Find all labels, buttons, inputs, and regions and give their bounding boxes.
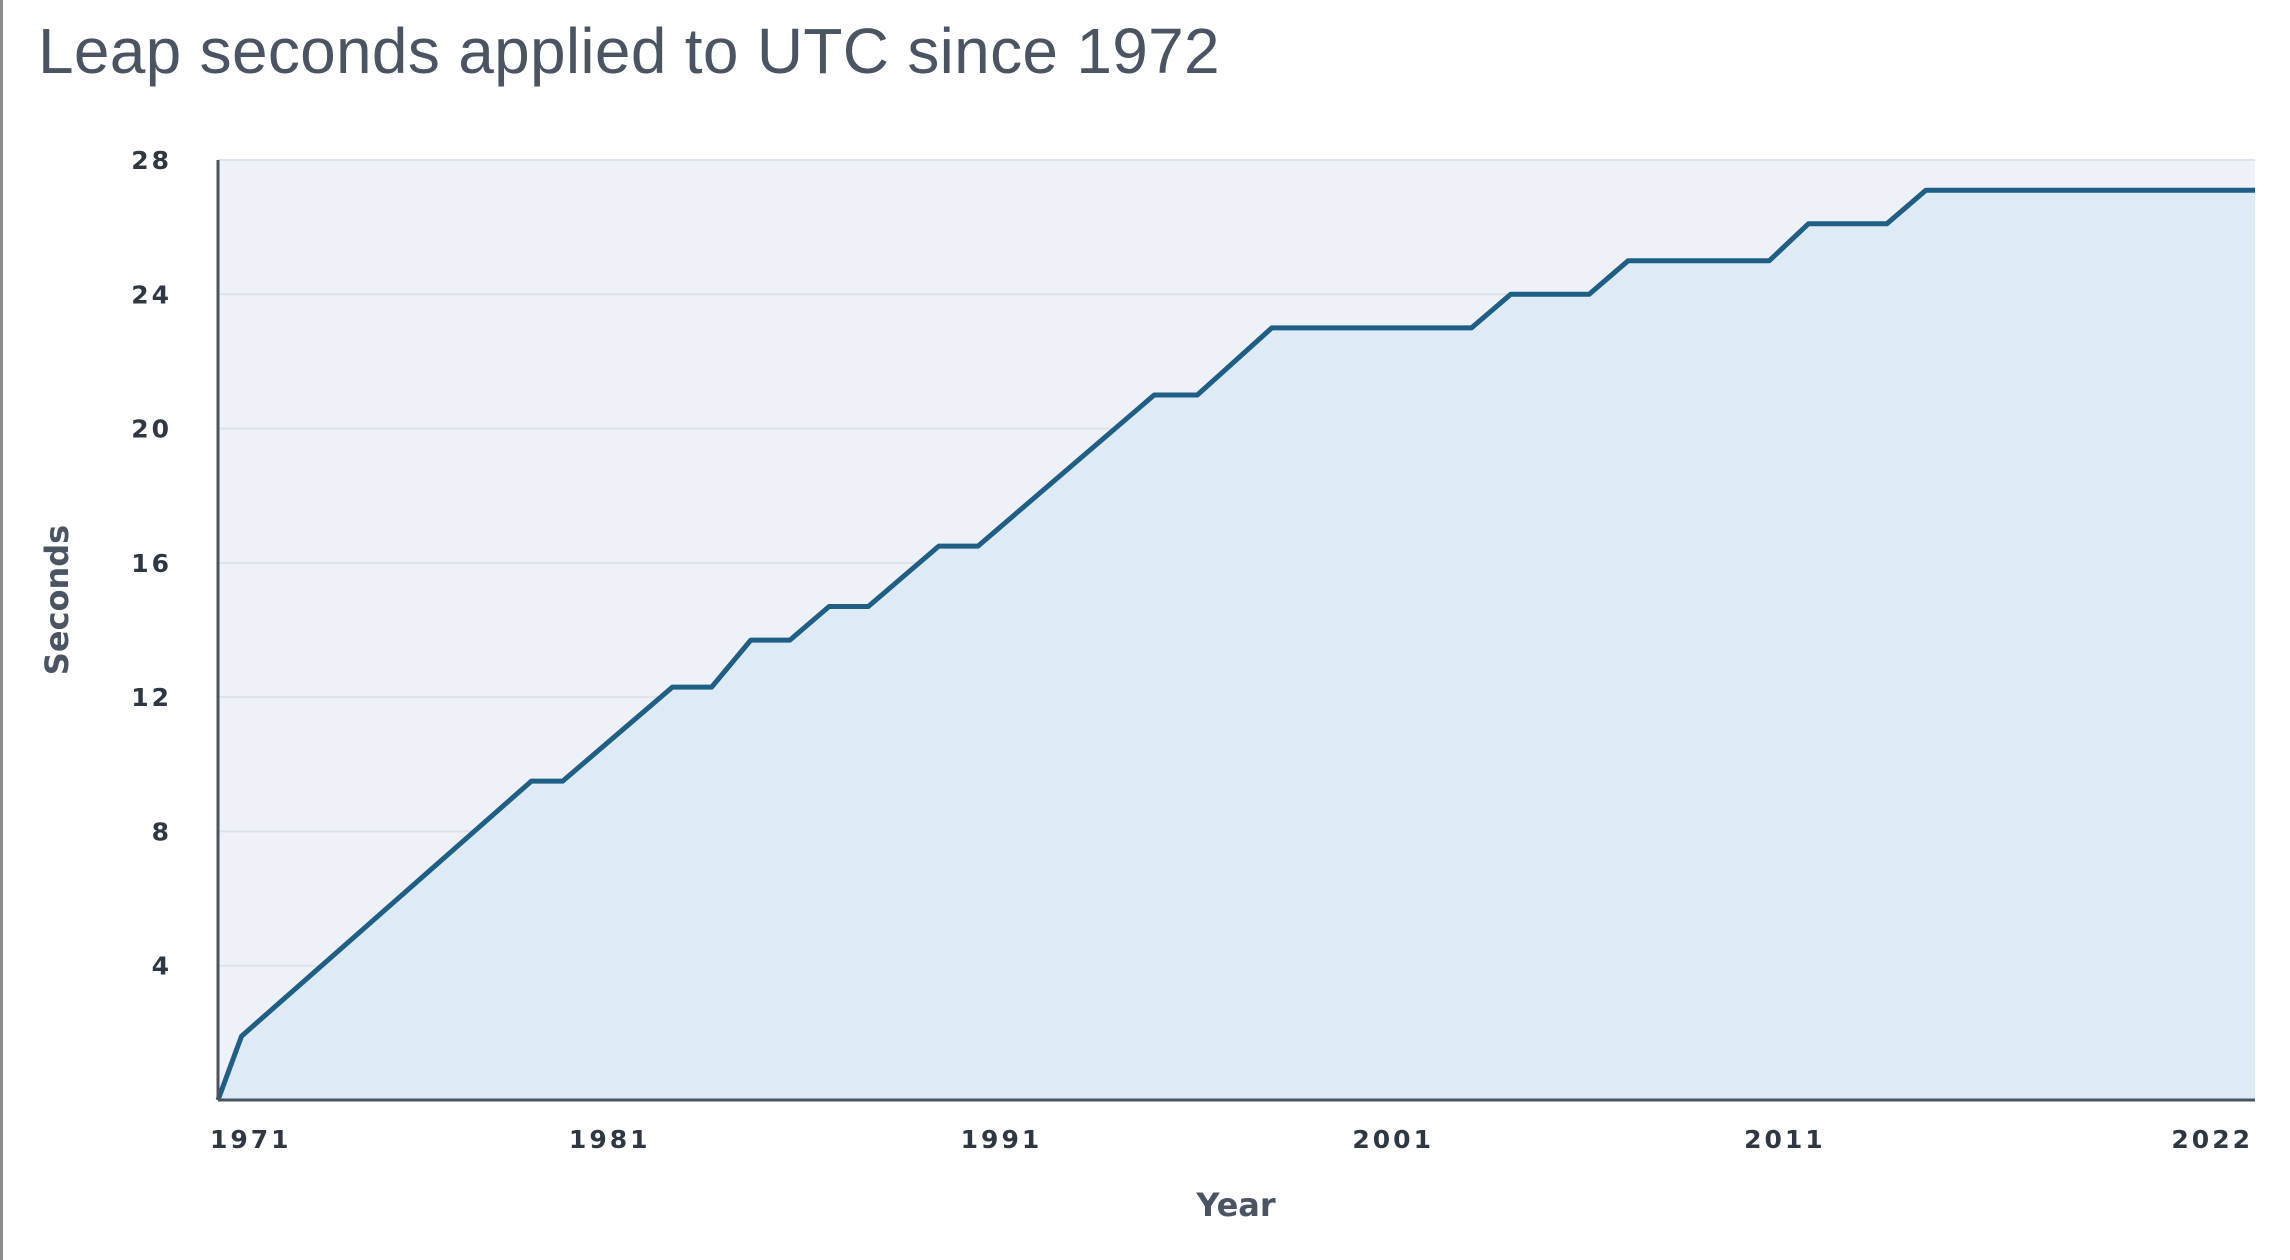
y-axis-title: Seconds: [38, 525, 76, 675]
x-tick-label: 1981: [569, 1125, 651, 1154]
y-tick-label: 4: [152, 952, 172, 981]
area-fill: [218, 190, 2255, 1100]
y-axis-ticks: 4 8 12 16 20 24 28: [131, 146, 172, 981]
x-tick-label: 2022: [2171, 1125, 2253, 1154]
chart-title: Leap seconds applied to UTC since 1972: [38, 15, 1220, 87]
y-tick-label: 8: [152, 817, 172, 846]
x-tick-label: 1971: [210, 1125, 292, 1154]
y-tick-label: 28: [131, 146, 172, 175]
x-tick-label: 2001: [1352, 1125, 1434, 1154]
series-line: [215, 187, 2255, 1101]
x-axis-ticks: 1971 1981 1991 2001 2011 2022: [210, 1125, 2253, 1154]
frame-edge: [0, 0, 3, 1260]
y-tick-label: 20: [131, 415, 172, 444]
y-tick-label: 12: [131, 683, 172, 712]
y-tick-label: 16: [131, 549, 172, 578]
x-tick-label: 2011: [1744, 1125, 1826, 1154]
x-tick-label: 1991: [961, 1125, 1043, 1154]
x-axis-title: Year: [1195, 1186, 1276, 1224]
y-tick-label: 24: [131, 280, 172, 309]
